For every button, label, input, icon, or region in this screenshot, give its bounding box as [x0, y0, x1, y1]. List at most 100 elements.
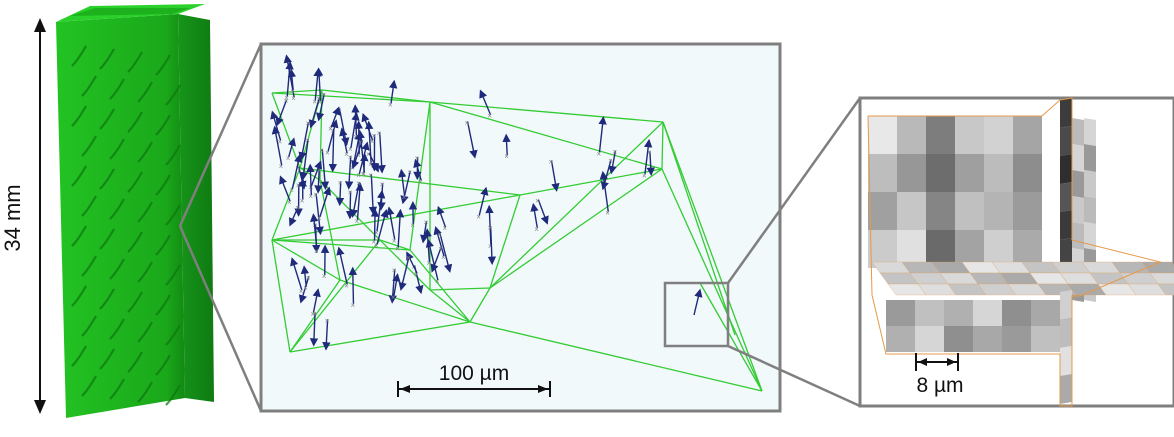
mesh-edge — [662, 121, 736, 336]
orientation-arrow — [322, 319, 331, 351]
orientation-arrow — [309, 213, 319, 251]
arrow-origin-mark: × — [476, 213, 481, 222]
arrow-origin-mark: × — [361, 170, 366, 179]
specimen-texture-mark — [99, 48, 115, 70]
voxel-cell — [955, 230, 984, 268]
arrow-origin-mark: × — [414, 270, 419, 279]
orientation-arrow — [327, 119, 339, 152]
orientation-arrow — [313, 67, 322, 101]
voxel-cell — [886, 326, 915, 352]
specimen-texture-mark — [137, 381, 153, 403]
specimen-texture-mark — [137, 261, 153, 283]
specimen-texture-mark — [99, 108, 115, 130]
specimen-texture-mark — [165, 84, 181, 106]
arrow-origin-mark: × — [372, 132, 377, 141]
voxel-cell — [1002, 326, 1031, 352]
voxel-panel — [858, 96, 1174, 408]
arrow-origin-mark: × — [374, 228, 379, 237]
arrow-origin-mark: × — [318, 98, 323, 107]
voxel-cell — [926, 192, 955, 230]
voxel-cell — [926, 116, 955, 154]
orientation-arrow — [328, 129, 338, 173]
voxel-cell — [1149, 272, 1174, 285]
orientation-arrow — [320, 148, 330, 190]
arrow-origin-mark: × — [322, 272, 327, 281]
voxel-cell — [1072, 144, 1084, 172]
voxel-cell — [897, 230, 926, 268]
specimen-texture-mark — [165, 264, 181, 286]
orientation-arrow — [398, 256, 410, 291]
arrow-origin-mark: × — [377, 129, 382, 138]
voxel-cell — [868, 154, 897, 192]
orientation-arrow — [364, 120, 374, 163]
specimen-texture-mark — [137, 321, 153, 343]
arrow-origin-mark: × — [647, 148, 652, 157]
mesh-edge — [661, 121, 664, 170]
arrow-origin-mark: × — [296, 164, 301, 173]
voxel-cell — [1060, 154, 1072, 184]
arrow-origin-mark: × — [312, 310, 317, 319]
specimen-texture-mark — [155, 294, 171, 316]
arrow-origin-mark: × — [289, 186, 294, 195]
orientation-arrow — [316, 93, 326, 122]
orientation-arrow — [537, 199, 549, 225]
arrow-origin-mark: × — [290, 87, 295, 96]
arrow-origin-mark: × — [325, 316, 330, 325]
specimen-texture-mark — [127, 51, 143, 73]
arrow-origin-mark: × — [612, 148, 617, 157]
orientation-arrow — [376, 189, 386, 232]
specimen-texture-mark — [99, 348, 115, 370]
orientation-arrow — [312, 288, 321, 313]
arrow-origin-mark: × — [348, 153, 353, 162]
mesh-edge — [271, 167, 301, 241]
voxel-cell — [955, 116, 984, 154]
orientation-arrow — [309, 312, 319, 347]
voxel-cell — [868, 116, 897, 154]
arrow-origin-mark: × — [380, 180, 385, 189]
arrow-origin-mark: × — [305, 136, 310, 145]
arrow-origin-mark: × — [279, 162, 284, 171]
orientation-arrow — [336, 246, 348, 285]
arrow-origin-mark: × — [504, 152, 509, 161]
arrow-origin-mark: × — [344, 281, 349, 290]
arrow-origin-mark: × — [356, 179, 361, 188]
orientation-arrow — [279, 175, 291, 202]
specimen-texture-mark — [109, 138, 125, 160]
zoom-region-box — [663, 281, 730, 348]
arrow-origin-mark: × — [368, 171, 373, 180]
specimen-texture-mark — [155, 234, 171, 256]
voxel-cell — [984, 192, 1013, 230]
specimen-texture-mark — [165, 204, 181, 226]
arrow-origin-mark: × — [291, 94, 296, 103]
voxel-cell — [1084, 196, 1096, 224]
arrow-origin-mark: × — [284, 94, 289, 103]
orientation-arrow — [314, 168, 323, 194]
arrow-origin-mark: × — [306, 273, 311, 282]
orientation-arrow — [430, 247, 442, 273]
mesh-edge — [271, 194, 521, 241]
mesh-edge — [429, 287, 491, 291]
arrow-origin-mark: × — [534, 225, 539, 234]
mesh-edge — [271, 239, 291, 353]
voxel-cell — [1060, 346, 1072, 376]
specimen-texture-mark — [99, 168, 115, 190]
arrow-origin-mark: × — [310, 309, 315, 318]
orientation-arrow — [275, 99, 288, 127]
voxel-cell — [973, 300, 1002, 326]
mesh-edge — [489, 168, 663, 289]
voxel-cell — [1084, 118, 1096, 146]
arrow-origin-mark: × — [344, 150, 349, 159]
mesh-edge — [271, 239, 411, 251]
orientation-arrow — [370, 208, 380, 241]
arrow-origin-mark: × — [407, 168, 412, 177]
arrow-origin-mark: × — [368, 160, 373, 169]
arrow-origin-mark: × — [465, 118, 470, 127]
orientation-arrow — [348, 266, 358, 304]
arrow-origin-mark: × — [316, 166, 321, 175]
arrow-origin-mark: × — [410, 221, 415, 230]
orientation-arrow — [271, 125, 283, 166]
specimen-bar — [56, 4, 214, 418]
specimen-texture-mark — [109, 258, 125, 280]
arrow-origin-mark: × — [608, 157, 613, 166]
voxel-cell — [984, 230, 1013, 268]
